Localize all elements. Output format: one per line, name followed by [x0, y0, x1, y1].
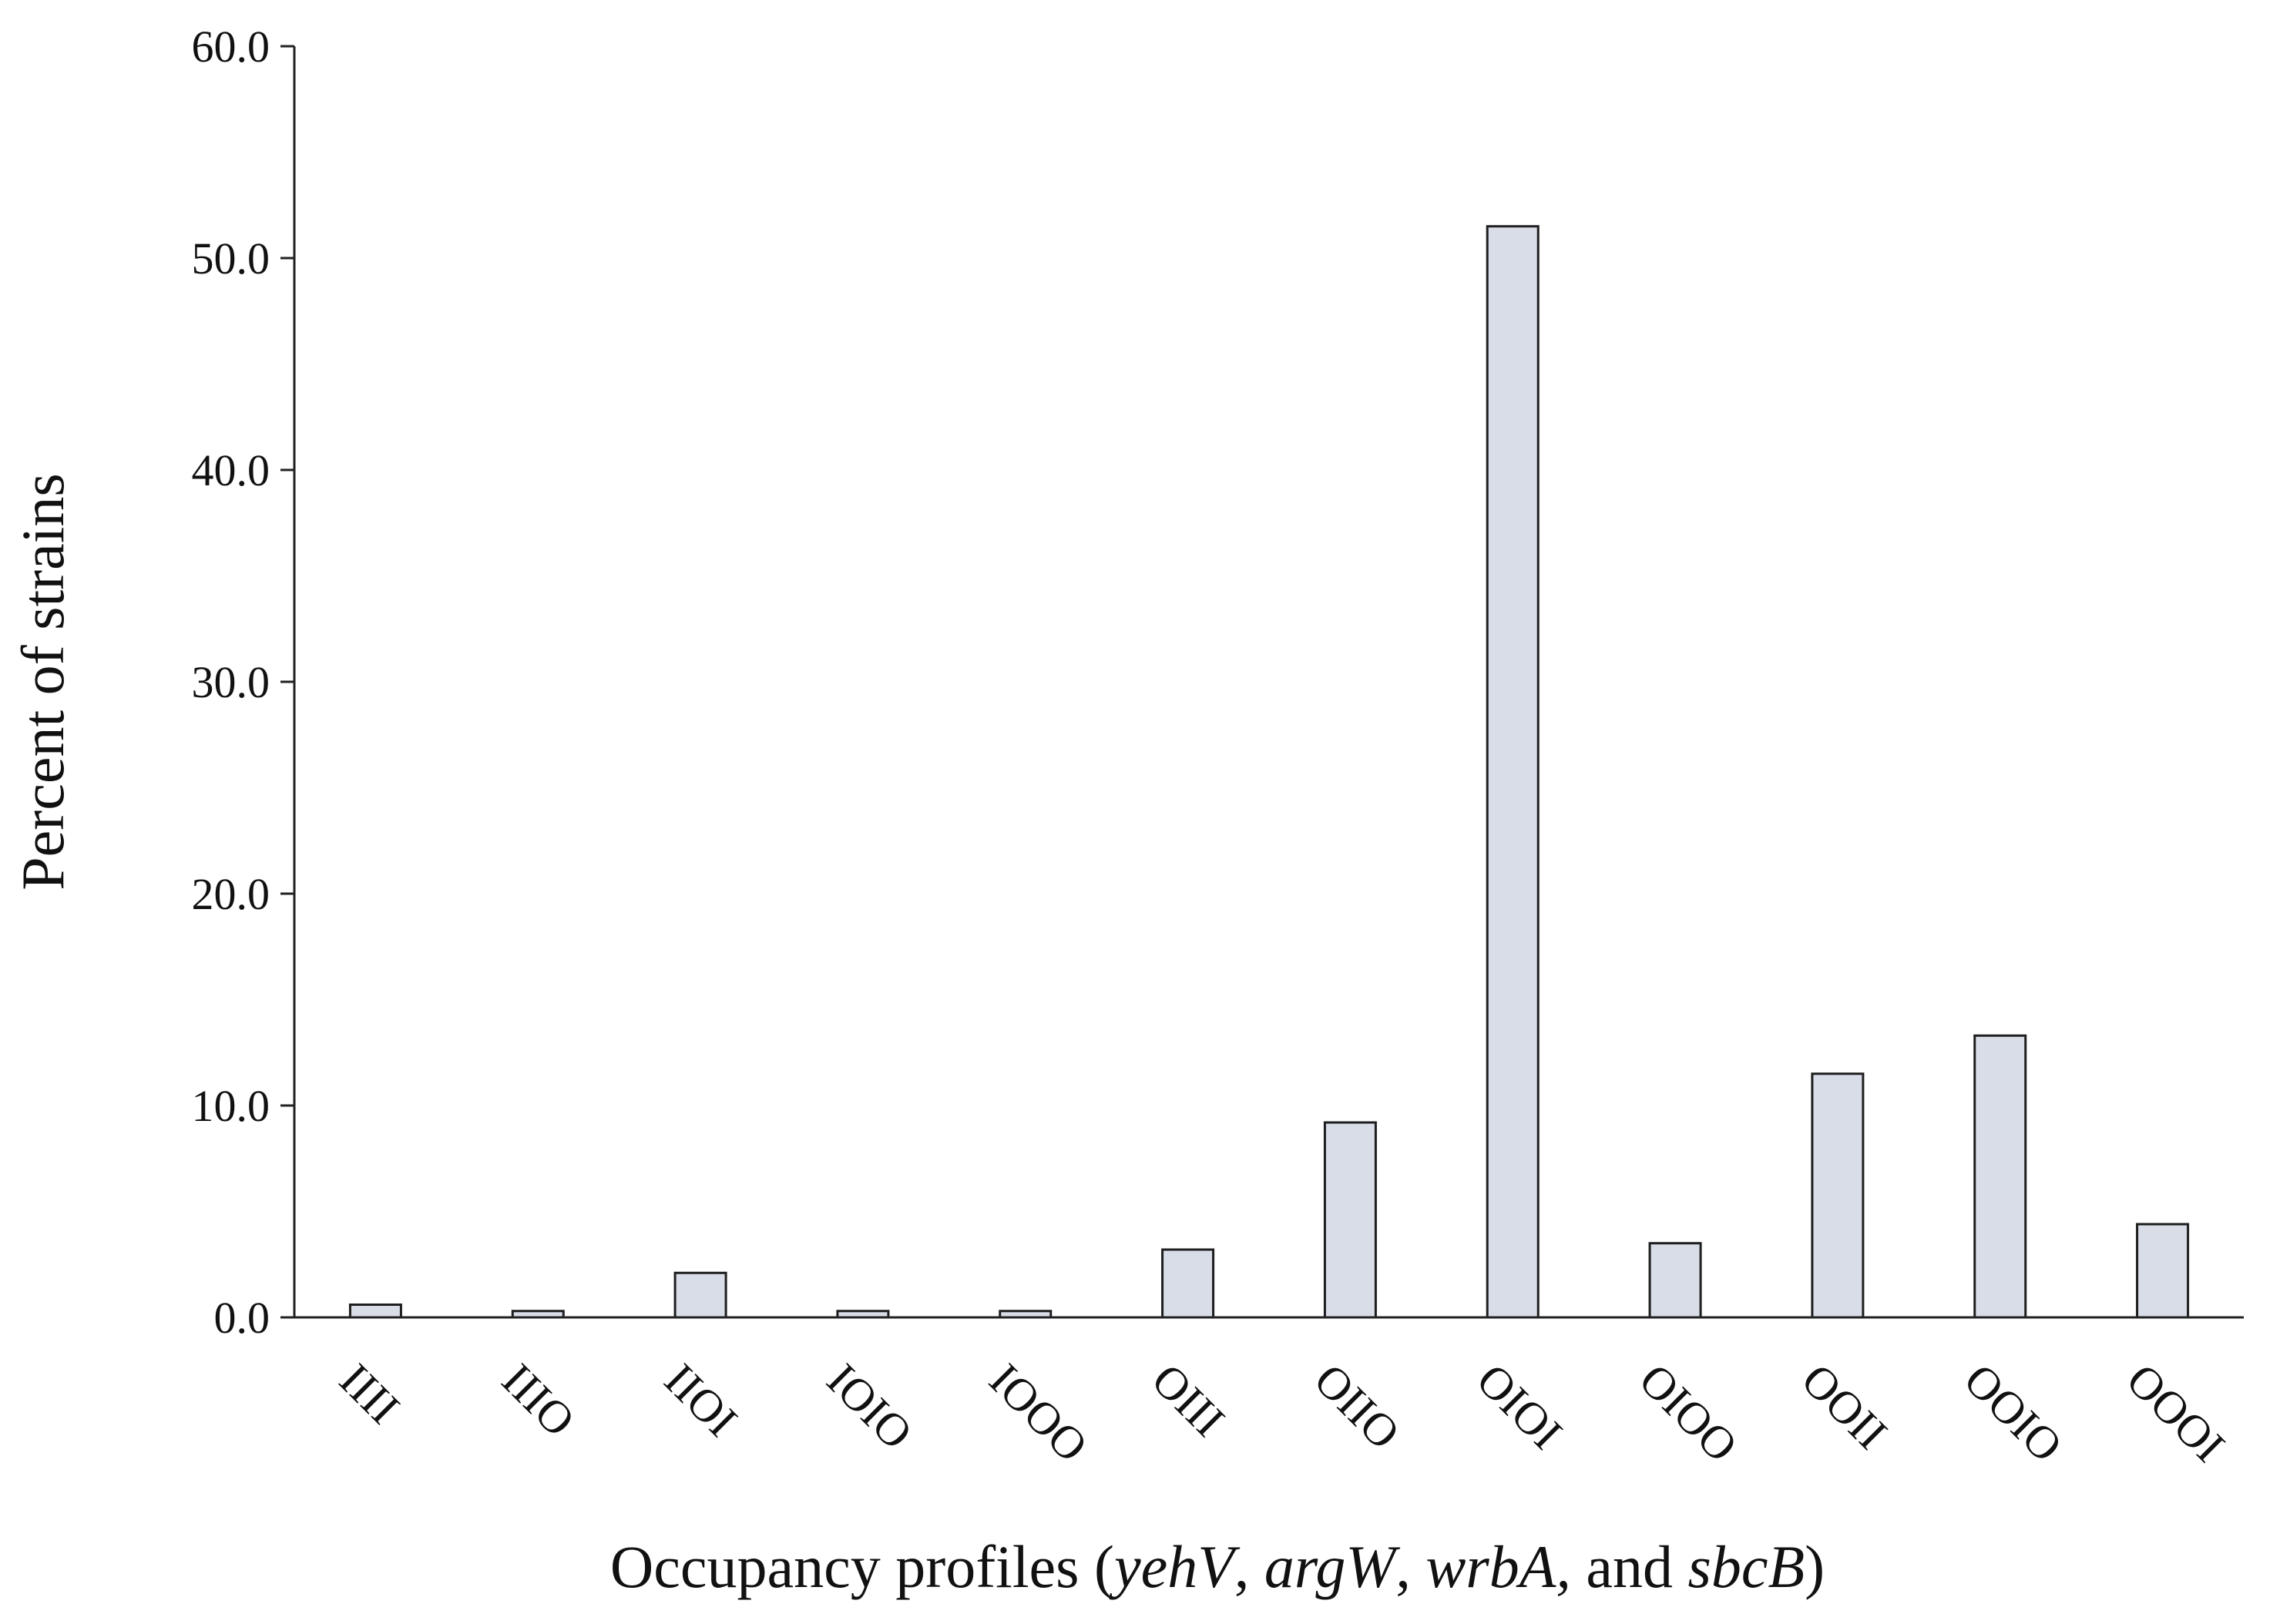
y-tick-label: 20.0 [192, 869, 270, 919]
x-tick-label: OOIO [1955, 1354, 2073, 1472]
y-tick-label: 50.0 [192, 233, 270, 284]
y-axis-title: Percent of strains [9, 473, 76, 891]
y-tick-label: 30.0 [192, 657, 270, 707]
bar-oooi [2136, 1223, 2190, 1319]
bar-iiii [348, 1304, 402, 1319]
x-tick-label: IIII [330, 1354, 409, 1434]
x-tick-label: OIII [1142, 1354, 1234, 1447]
y-tick-label: 60.0 [192, 22, 270, 72]
bar-oioo [1648, 1242, 1702, 1319]
x-axis-title-prefix: Occupancy profiles ( [610, 1533, 1114, 1600]
x-axis-title-separator: , [1234, 1533, 1264, 1600]
x-axis-title-gene-yehv: yehV [1109, 1533, 1241, 1600]
bars [348, 225, 2190, 1319]
x-tick-label: IIOI [655, 1354, 747, 1447]
x-axis-title-gene-wrba: wrbA, [1425, 1533, 1571, 1600]
x-axis-title-gene-argw: argW [1264, 1533, 1400, 1600]
bar-ooio [1973, 1034, 2027, 1319]
x-tick-label: IIIO [492, 1354, 585, 1447]
bar-oiio [1323, 1121, 1377, 1319]
x-tick-label: IOIO [818, 1354, 922, 1459]
x-tick-label: IOOO [980, 1354, 1098, 1472]
bar-iioi [673, 1271, 727, 1319]
y-axis-ticks: 0.0 10.0 20.0 30.0 40.0 50.0 60.0 [192, 22, 294, 1343]
bar-oiii [1161, 1248, 1215, 1319]
x-axis-title-conjunction: and [1571, 1533, 1688, 1600]
x-tick-label: OOII [1792, 1354, 1897, 1459]
x-axis-ticks: IIII IIIO IIOI IOIO IOOO OIII OIIO OIOI OIOO OOII… [330, 1354, 2235, 1472]
x-axis-title-suffix: ) [1805, 1533, 1825, 1600]
y-tick-label: 10.0 [192, 1081, 270, 1131]
bar-oioi [1486, 225, 1540, 1319]
x-tick-label: OIOO [1630, 1354, 1748, 1472]
x-tick-label: OOOI [2117, 1354, 2235, 1472]
x-tick-label: OIOI [1467, 1354, 1572, 1459]
x-tick-label: OIIO [1304, 1354, 1409, 1459]
x-axis-title: Occupancy profiles (yehV, argW, wrbA, an… [610, 1533, 1825, 1600]
bar-ooii [1811, 1072, 1865, 1319]
x-axis-title-gene-sbcb: sbcB [1687, 1533, 1805, 1600]
x-axis-title-separator: , [1395, 1533, 1425, 1600]
y-tick-label: 0.0 [214, 1293, 270, 1343]
y-tick-label: 40.0 [192, 445, 270, 495]
